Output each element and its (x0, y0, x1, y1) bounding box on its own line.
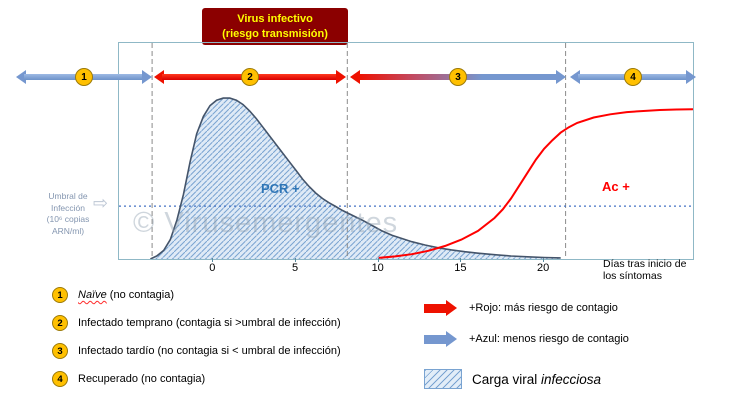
legend-item-4: 4 Recuperado (no contagia) (52, 371, 341, 387)
x-tick-label: 20 (536, 262, 550, 274)
infective-virus-banner: Virus infectivo (riesgo transmisión) (202, 8, 348, 45)
x-tick-label: 10 (371, 262, 384, 274)
risk-legend: +Rojo: más riesgo de contagio +Azul: men… (424, 300, 629, 404)
right-arrowhead-icon (336, 70, 346, 84)
viral-load-label: Carga viral infecciosa (472, 371, 602, 387)
x-axis-title-line-1: Días tras inicio de (603, 258, 687, 270)
phase-3-arrow: 3 (350, 68, 566, 86)
phase-4-arrow: 4 (570, 68, 696, 86)
right-arrowhead-icon (142, 70, 152, 84)
red-arrow-label: +Rojo: más riesgo de contagio (469, 302, 618, 314)
antibody-curve (378, 108, 693, 259)
blue-arrow-label: +Azul: menos riesgo de contagio (469, 333, 629, 345)
legend-item-2-text: Infectado temprano (contagia si >umbral … (78, 317, 341, 329)
left-arrowhead-icon (16, 70, 26, 84)
left-arrowhead-icon (154, 70, 164, 84)
phase-1-badge: 1 (75, 68, 93, 86)
infection-kinetics-plot (119, 43, 693, 259)
blue-arrow-icon (424, 331, 459, 347)
antibody-positive-label: Ac + (602, 179, 630, 194)
x-axis-ticks: 0 5 10 15 20 (118, 258, 692, 278)
left-arrowhead-icon (570, 70, 580, 84)
legend-item-1-text: Naïve (no contagia) (78, 289, 175, 301)
phase-2-badge: 2 (52, 315, 68, 331)
legend-item-4-text: Recuperado (no contagia) (78, 373, 206, 385)
right-arrowhead-icon (686, 70, 696, 84)
phase-2-badge: 2 (241, 68, 259, 86)
x-tick-mark (295, 258, 296, 262)
phase-3-badge: 3 (449, 68, 467, 86)
hatched-area-swatch-icon (424, 369, 462, 389)
viral-load-area (150, 98, 561, 259)
infection-threshold-label: Umbral de Infección (10⁶ copias ARN/ml) (26, 191, 110, 237)
threshold-label-line-4: ARN/ml) (51, 225, 85, 236)
x-tick-mark (377, 258, 379, 262)
legend-item-1-term: Naïve (78, 289, 107, 301)
phase-4-badge: 4 (52, 371, 68, 387)
legend-item-3: 3 Infectado tardío (no contagia si < umb… (52, 343, 341, 359)
banner-line-2: (riesgo transmisión) (222, 27, 328, 40)
x-axis-title: Días tras inicio de los síntomas (603, 258, 686, 282)
threshold-pointer-arrow-icon: ⇨ (93, 193, 109, 213)
phase-1-badge: 1 (52, 287, 68, 303)
legend-viral-load-row: Carga viral infecciosa (424, 369, 629, 389)
left-arrowhead-icon (350, 70, 360, 84)
x-tick-label: 0 (209, 262, 216, 274)
phase-3-badge: 3 (52, 343, 68, 359)
x-tick-mark (212, 258, 214, 262)
right-arrowhead-icon (556, 70, 566, 84)
threshold-label-line-1: Umbral de (48, 191, 88, 201)
legend-item-1: 1 Naïve (no contagia) (52, 287, 341, 303)
threshold-label-line-3: (10⁶ copias (46, 214, 90, 224)
legend-item-2: 2 Infectado temprano (contagia si >umbra… (52, 315, 341, 331)
legend-blue-arrow-row: +Azul: menos riesgo de contagio (424, 331, 629, 347)
threshold-label-line-2: Infección (50, 202, 86, 213)
x-tick-mark (543, 258, 545, 262)
phase-4-badge: 4 (624, 68, 642, 86)
legend-red-arrow-row: +Rojo: más riesgo de contagio (424, 300, 629, 316)
x-axis-title-line-2: los síntomas (603, 270, 662, 282)
x-tick-label: 15 (454, 262, 467, 274)
banner-line-1: Virus infectivo (237, 12, 313, 25)
phase-2-arrow: 2 (154, 68, 346, 86)
pcr-positive-label: PCR + (261, 181, 300, 196)
x-tick-mark (460, 258, 462, 262)
red-arrow-icon (424, 300, 459, 316)
phase-1-arrow: 1 (16, 68, 152, 86)
legend-item-3-text: Infectado tardío (no contagia si < umbra… (78, 345, 341, 357)
x-tick-label: 5 (291, 262, 299, 274)
phase-legend: 1 Naïve (no contagia) 2 Infectado tempra… (52, 287, 341, 399)
